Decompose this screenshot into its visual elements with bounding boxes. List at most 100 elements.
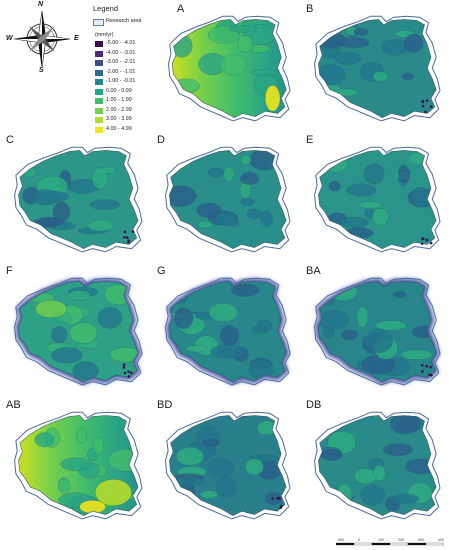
legend-title: Legend xyxy=(93,4,119,13)
contour-patch xyxy=(89,199,121,210)
map-bd-graphic xyxy=(164,411,291,520)
research-area-boundary xyxy=(167,15,291,122)
contour-patch xyxy=(32,218,65,227)
low-value-speck xyxy=(127,240,130,244)
contour-patch xyxy=(76,427,87,444)
legend-class-swatch xyxy=(95,117,103,123)
panel-label-ab: AB xyxy=(6,399,21,411)
contour-patch xyxy=(240,154,252,165)
low-value-speck xyxy=(127,375,131,378)
low-value-speck xyxy=(271,497,274,500)
legend-unit: (mm/yr) xyxy=(95,32,114,38)
map-a-graphic xyxy=(167,15,291,122)
legend-class-swatch xyxy=(95,126,103,133)
research-area-boundary xyxy=(14,146,143,253)
contour-patch xyxy=(240,198,255,206)
low-value-speck xyxy=(425,364,429,368)
low-value-speck xyxy=(421,237,424,241)
panel-label-g: G xyxy=(157,265,166,277)
map-panel-ab: AB xyxy=(4,399,152,532)
contour-patch xyxy=(398,166,411,183)
contour-patch xyxy=(249,150,280,171)
contour-patch xyxy=(176,446,205,466)
contour-patch xyxy=(172,78,200,94)
map-e-graphic xyxy=(314,146,441,253)
contour-patch xyxy=(320,448,343,461)
legend-class-row: -5.00 - -4.01 xyxy=(95,40,165,49)
contour-patch xyxy=(393,290,406,299)
contour-patch xyxy=(216,475,237,499)
legend-class-swatch xyxy=(95,41,103,47)
low-value-speck xyxy=(420,363,424,367)
research-area-boundary xyxy=(314,146,441,253)
legend-class-label: -4.00 - -3.01 xyxy=(106,49,136,56)
map-panel-a: A xyxy=(158,3,300,134)
low-value-speck xyxy=(127,370,130,374)
low-value-speck xyxy=(122,363,126,367)
contour-patch xyxy=(31,189,60,206)
contour-patch xyxy=(334,51,361,65)
legend-class-swatch xyxy=(95,98,103,104)
legend-class-swatch xyxy=(95,107,103,114)
contour-patch xyxy=(357,201,382,209)
map-f-graphic xyxy=(14,277,143,386)
panel-label-bd: BD xyxy=(157,399,173,411)
map-panel-ba: BA xyxy=(304,265,450,398)
legend-class-row: 3.00 - 3.99 xyxy=(95,116,165,125)
contour-patch xyxy=(207,458,235,477)
scale-tick-label: 400 km xyxy=(438,538,444,542)
contour-patch xyxy=(214,212,236,226)
map-ba-graphic xyxy=(314,277,441,386)
contour-patch xyxy=(353,28,369,36)
low-value-speck xyxy=(430,373,433,377)
contour-patch xyxy=(411,187,431,208)
contour-patch xyxy=(51,347,83,364)
low-value-speck xyxy=(429,365,432,369)
legend-class-row: -4.00 - -3.01 xyxy=(95,50,165,59)
map-panel-c: C xyxy=(4,134,152,265)
contour-patch xyxy=(400,349,433,360)
contour-patch xyxy=(197,220,214,229)
panel-label-d: D xyxy=(157,134,165,146)
contour-patch xyxy=(228,25,258,33)
country-outline xyxy=(18,415,139,516)
contour-patch xyxy=(237,35,254,53)
contour-patch xyxy=(318,309,349,330)
legend-class-row: 1.00 - 1.99 xyxy=(95,97,165,106)
legend-class-label: -5.00 - -4.01 xyxy=(106,40,136,46)
scale-tick-label: 100 xyxy=(378,538,384,542)
low-value-speck xyxy=(429,105,433,109)
map-panel-db: DB xyxy=(304,399,450,532)
contour-patch xyxy=(231,283,260,297)
contour-patch xyxy=(389,415,421,435)
contour-patch xyxy=(34,432,55,448)
low-value-speck xyxy=(425,238,429,242)
compass-rose-icon xyxy=(13,10,71,68)
contour-patch xyxy=(87,219,114,232)
contour-patch xyxy=(246,208,263,220)
contour-patch xyxy=(219,325,240,346)
panel-label-f: F xyxy=(6,265,13,277)
research-area-boundary xyxy=(14,277,143,386)
contour-patch xyxy=(251,325,267,334)
scale-segment xyxy=(389,542,409,546)
country-outline xyxy=(318,150,437,250)
contour-patch xyxy=(51,326,68,344)
map-ab-graphic xyxy=(14,411,143,520)
contour-patch xyxy=(72,361,99,380)
low-value-speck xyxy=(125,236,129,240)
legend-class-label: -1.00 - -0.01 xyxy=(106,78,136,84)
contour-patch xyxy=(223,166,235,182)
contour-patch xyxy=(353,468,377,484)
map-panel-d: D xyxy=(155,134,300,265)
contour-patch xyxy=(201,438,220,447)
scale-segment xyxy=(353,542,373,546)
contour-patch xyxy=(403,33,424,53)
contour-patch xyxy=(341,329,358,341)
compass-south-label: S xyxy=(39,67,44,74)
contour-patch xyxy=(372,208,390,226)
research-area-boundary xyxy=(14,411,143,520)
legend-class-label: 0.00 - 0.99 xyxy=(106,87,132,94)
low-value-speck xyxy=(420,242,424,245)
scale-segment xyxy=(407,542,427,546)
